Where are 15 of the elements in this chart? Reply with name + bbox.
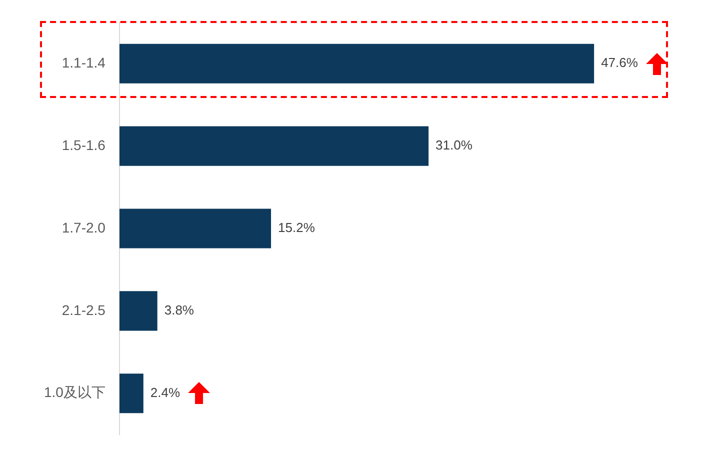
y-tick-label: 1.0及以下 [44, 384, 106, 400]
bar [119, 208, 272, 248]
bar [119, 374, 144, 414]
y-tick-label: 2.1-2.5 [62, 302, 106, 318]
bar [119, 291, 158, 331]
data-label: 31.0% [436, 138, 473, 153]
y-tick-label: 1.1-1.4 [62, 54, 106, 70]
bar [119, 126, 429, 166]
data-label: 47.6% [601, 55, 638, 70]
data-label: 15.2% [278, 220, 316, 236]
y-tick-label: 1.5-1.6 [62, 136, 106, 153]
bar [119, 44, 594, 84]
data-label: 2.4% [150, 384, 180, 400]
y-tick-label: 1.7-2.0 [62, 219, 106, 236]
data-label: 3.8% [164, 302, 194, 318]
